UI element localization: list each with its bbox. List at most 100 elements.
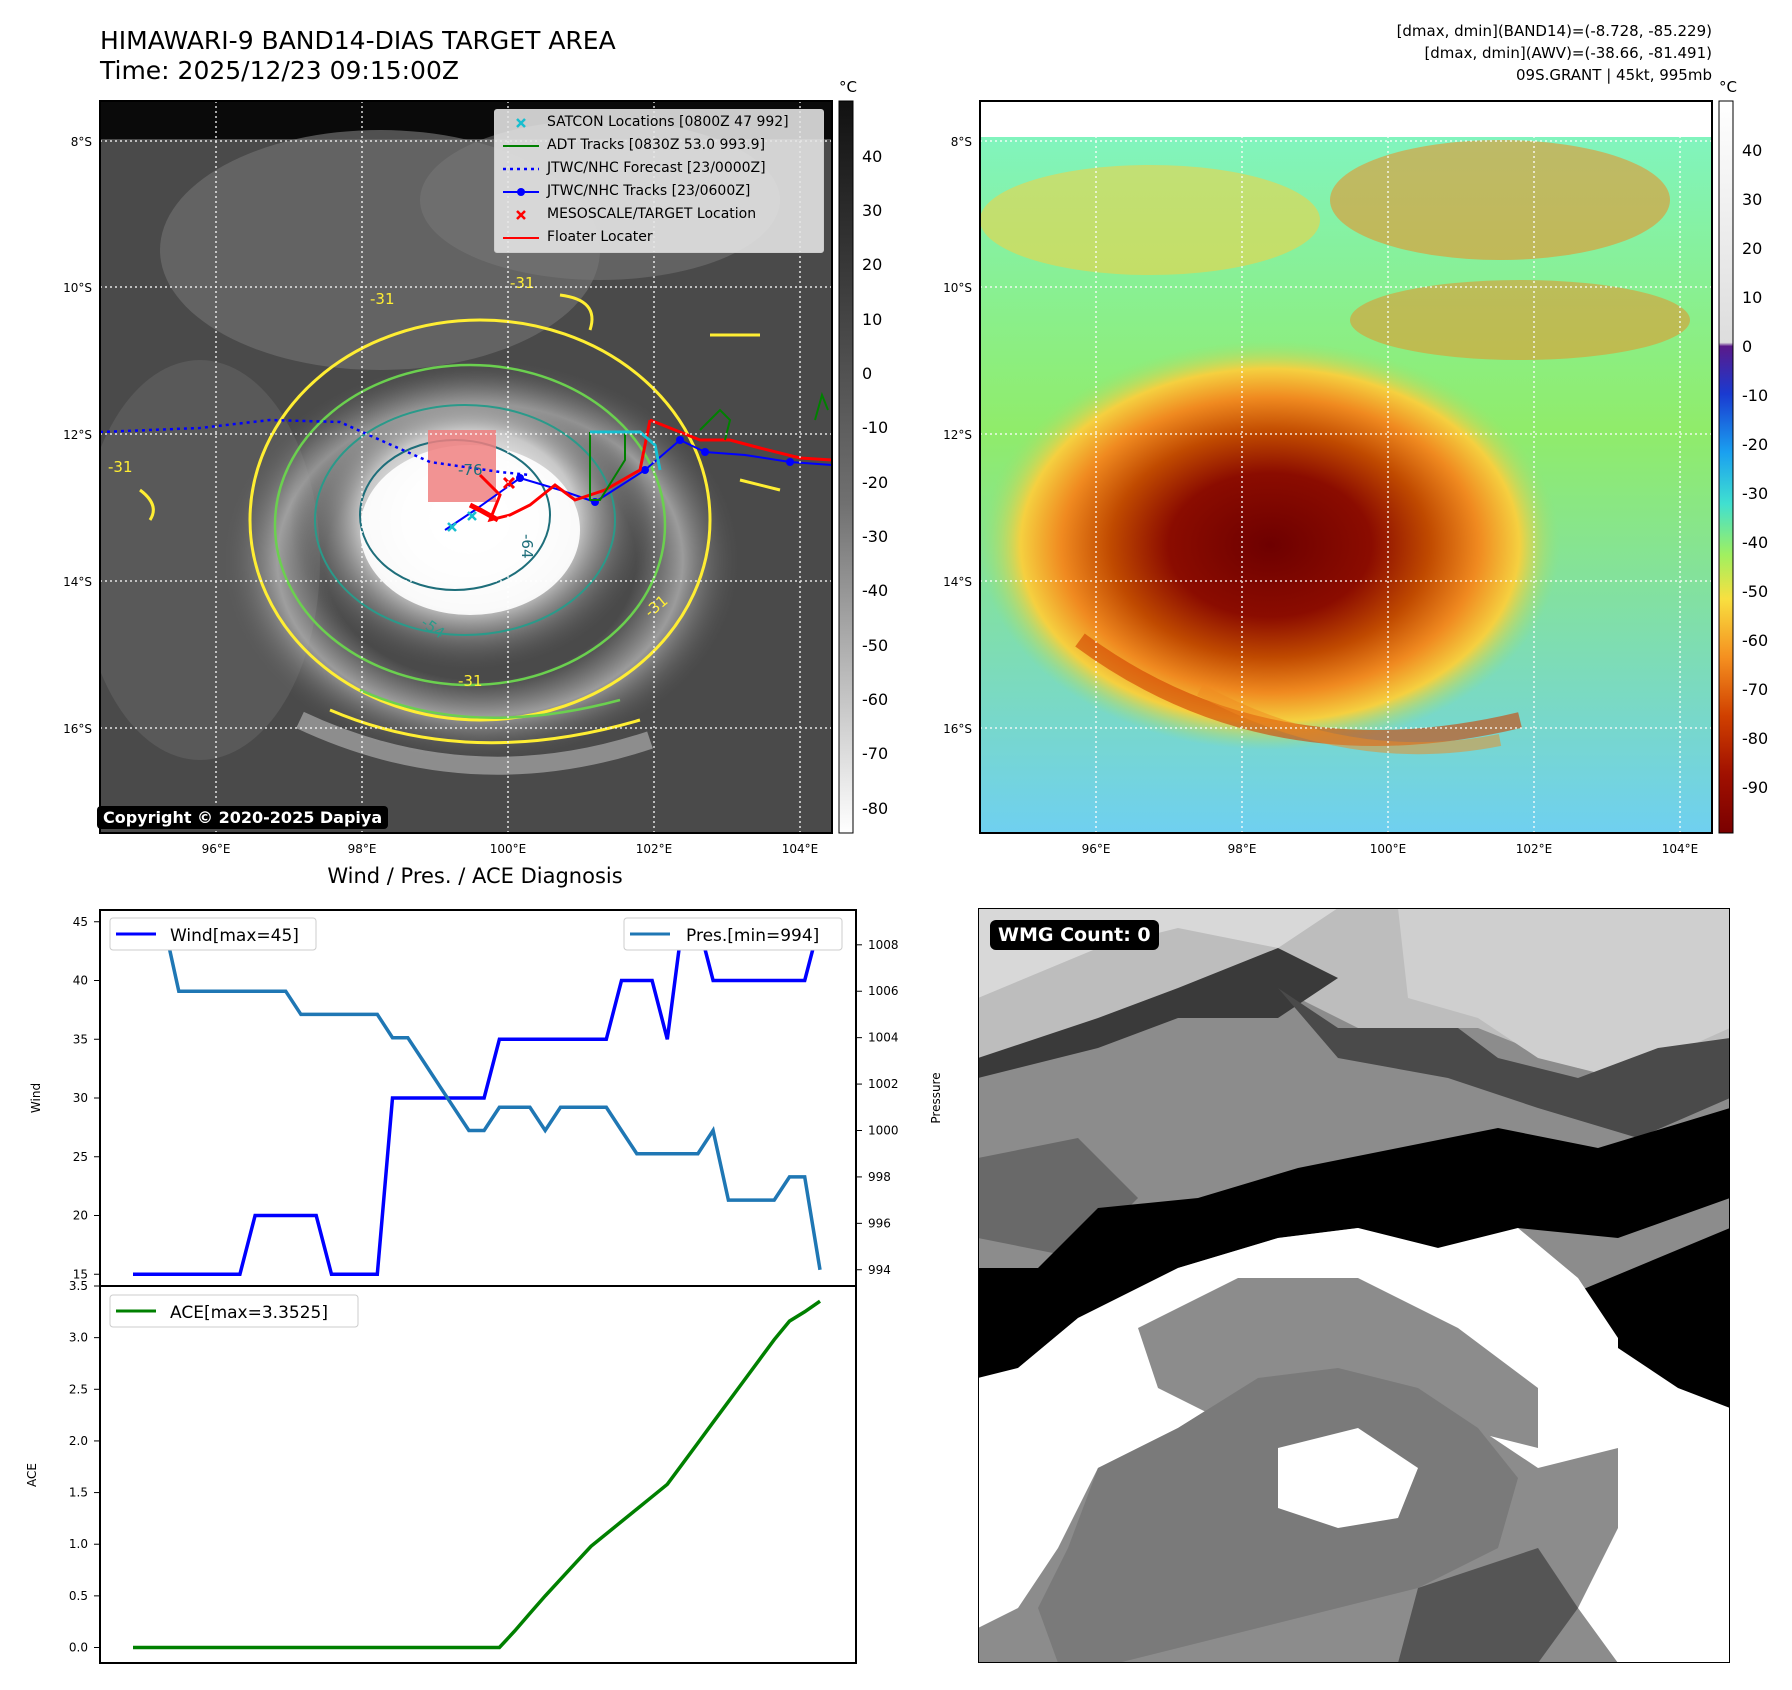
awv-lon-labels: 96°E 98°E 100°E 102°E 104°E: [1082, 842, 1699, 856]
svg-text:102°E: 102°E: [1516, 842, 1553, 856]
contour-yellow: [248, 318, 712, 722]
map-legend: SATCON Locations [0800Z 47 992] ADT Trac…: [494, 109, 824, 253]
svg-text:-20: -20: [1742, 435, 1768, 454]
ace-legend: ACE[max=3.3525]: [109, 1294, 359, 1328]
ace-tick-label: 2.0: [69, 1434, 88, 1448]
target-marker: [502, 476, 516, 490]
ace-tick-label: 1.5: [69, 1486, 88, 1500]
pressure-axis-label: Pressure: [929, 1072, 943, 1123]
awv-colorbar-unit: °C: [1719, 78, 1737, 96]
svg-text:14°S: 14°S: [943, 575, 972, 589]
storm-info: 09S.GRANT | 45kt, 995mb: [1515, 66, 1712, 84]
contour-label: -64: [518, 534, 536, 559]
svg-text:100°E: 100°E: [1370, 842, 1407, 856]
pressure-tick-label: 1006: [868, 984, 899, 998]
svg-text:-20: -20: [862, 473, 888, 492]
contour-label: -76: [458, 461, 483, 479]
svg-text:20: 20: [1742, 239, 1762, 258]
svg-text:-30: -30: [1742, 484, 1768, 503]
wind-axis-label: Wind: [29, 1083, 43, 1113]
svg-text:16°S: 16°S: [943, 722, 972, 736]
svg-text:12°S: 12°S: [943, 428, 972, 442]
band14-range: [dmax, dmin](BAND14)=(-8.728, -85.229): [1396, 22, 1712, 40]
wind-tick-label: 35: [73, 1032, 88, 1046]
svg-text:-70: -70: [1742, 680, 1768, 699]
svg-text:-80: -80: [862, 799, 888, 818]
wind-tick-label: 15: [73, 1267, 88, 1281]
ir-map-panel: -31 -31 -31 -31 -54 -64 -76 -31 8°S 10°S…: [63, 78, 888, 856]
gray-colorbar-ticks: 40 30 20 10 0 -10 -20 -30 -40 -50 -60 -7…: [862, 147, 888, 818]
svg-text:30: 30: [862, 201, 882, 220]
svg-text:Wind[max=45]: Wind[max=45]: [170, 926, 299, 946]
awv-colorbar: [1718, 100, 1734, 834]
contour-label: -31: [458, 672, 483, 690]
svg-text:ACE[max=3.3525]: ACE[max=3.3525]: [170, 1303, 328, 1323]
contour-teal: [314, 404, 616, 636]
wind-tick-label: 25: [73, 1150, 88, 1164]
svg-text:12°S: 12°S: [63, 428, 92, 442]
svg-text:104°E: 104°E: [782, 842, 819, 856]
svg-text:-90: -90: [1742, 778, 1768, 797]
svg-text:96°E: 96°E: [202, 842, 231, 856]
svg-text:-50: -50: [1742, 582, 1768, 601]
figure-title: HIMAWARI-9 BAND14-DIAS TARGET AREA: [100, 26, 616, 55]
contour-green: [273, 363, 667, 687]
pressure-tick-label: 1008: [868, 938, 899, 952]
figure-time: Time: 2025/12/23 09:15:00Z: [100, 56, 459, 85]
storm-core: [980, 340, 1560, 750]
svg-text:10: 10: [862, 310, 882, 329]
copyright-badge: Copyright © 2020-2025 Dapiya: [97, 806, 389, 829]
gray-colorbar-unit: °C: [839, 78, 857, 96]
wind-series-line: [133, 920, 822, 1277]
svg-text:104°E: 104°E: [1662, 842, 1699, 856]
satcon-markers: [447, 511, 477, 532]
ace-axes: [99, 1285, 857, 1664]
svg-text:-80: -80: [1742, 729, 1768, 748]
svg-text:-10: -10: [862, 418, 888, 437]
awv-lat-labels: 8°S 10°S 12°S 14°S 16°S: [943, 135, 972, 736]
svg-text:98°E: 98°E: [348, 842, 377, 856]
svg-text:98°E: 98°E: [1228, 842, 1257, 856]
pressure-tick-label: 998: [868, 1170, 891, 1184]
svg-text:96°E: 96°E: [1082, 842, 1111, 856]
svg-text:10°S: 10°S: [943, 281, 972, 295]
wind-tick-label: 30: [73, 1091, 88, 1105]
svg-text:8°S: 8°S: [71, 135, 92, 149]
ace-tick-label: 1.0: [69, 1537, 88, 1551]
svg-text:-60: -60: [862, 690, 888, 709]
legend-item-satcon: SATCON Locations [0800Z 47 992]: [495, 112, 823, 134]
svg-text:-10: -10: [1742, 386, 1768, 405]
svg-text:40: 40: [862, 147, 882, 166]
diagnosis-title: Wind / Pres. / ACE Diagnosis: [327, 864, 623, 888]
gray-colorbar: [838, 100, 854, 834]
awv-range: [dmax, dmin](AWV)=(-38.66, -81.491): [1424, 44, 1712, 62]
contour-label: -31: [108, 458, 133, 476]
contour-label: -31: [370, 290, 395, 308]
svg-text:102°E: 102°E: [636, 842, 673, 856]
svg-text:30: 30: [1742, 190, 1762, 209]
legend-item-floater: Floater Locater: [503, 229, 653, 245]
svg-text:8°S: 8°S: [951, 135, 972, 149]
ace-tick-label: 2.5: [69, 1382, 88, 1396]
svg-text:10: 10: [1742, 288, 1762, 307]
pressure-legend: Pres.[min=994]: [623, 917, 843, 951]
legend-item-target: MESOSCALE/TARGET Location: [495, 204, 823, 226]
pressure-tick-label: 1000: [868, 1123, 899, 1137]
ace-axis-label: ACE: [25, 1463, 39, 1487]
svg-text:40: 40: [1742, 141, 1762, 160]
wind-tick-label: 45: [73, 915, 88, 929]
svg-text:20: 20: [862, 255, 882, 274]
ace-tick-label: 3.0: [69, 1331, 88, 1345]
wind-tick-label: 40: [73, 974, 88, 988]
ace-tick-label: 0.5: [69, 1589, 88, 1603]
wmg-panel: [978, 908, 1730, 1663]
svg-text:Pres.[min=994]: Pres.[min=994]: [686, 926, 819, 946]
svg-text:-70: -70: [862, 744, 888, 763]
ace-series-line: [133, 1299, 821, 1650]
ir-lon-labels: 96°E 98°E 100°E 102°E 104°E: [202, 842, 819, 856]
svg-text:0: 0: [862, 364, 872, 383]
svg-text:10°S: 10°S: [63, 281, 92, 295]
svg-text:-60: -60: [1742, 631, 1768, 650]
ace-tick-label: 0.0: [69, 1641, 88, 1655]
ir-lat-labels: 8°S 10°S 12°S 14°S 16°S: [63, 135, 92, 736]
